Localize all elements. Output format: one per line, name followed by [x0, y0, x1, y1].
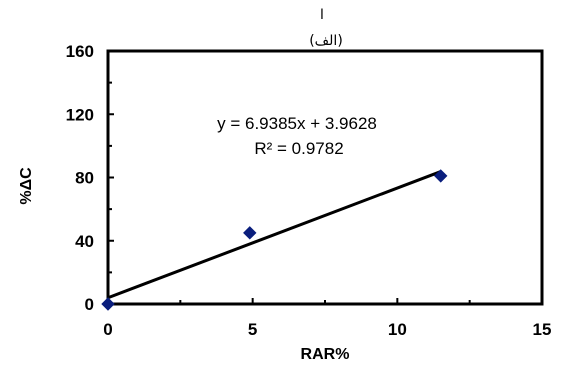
x-tick-label: 5	[248, 320, 257, 339]
x-axis-title: RAR%	[301, 346, 350, 363]
x-tick-label: 15	[533, 320, 552, 339]
x-tick-label: 10	[388, 320, 407, 339]
trendline	[107, 170, 442, 300]
y-tick-label: 40	[75, 232, 94, 251]
data-point	[434, 169, 448, 183]
y-axis-title: %ΔC	[18, 167, 35, 205]
y-tick-label: 0	[85, 295, 94, 314]
data-point	[243, 226, 257, 240]
panel-label: (الف)	[309, 33, 343, 49]
trendline-group	[107, 170, 442, 300]
x-tick-label: 0	[103, 320, 112, 339]
r-squared-label: R² = 0.9782	[254, 139, 343, 158]
data-point	[101, 297, 115, 311]
equation-label: y = 6.9385x + 3.9628	[217, 114, 377, 133]
top-mark: ا	[320, 7, 324, 23]
y-tick-label: 80	[75, 169, 94, 188]
plot-area	[106, 49, 544, 306]
data-points	[101, 169, 448, 311]
x-axis-ticks: 0 5 10 15	[103, 298, 551, 339]
y-tick-label: 160	[66, 42, 94, 61]
y-axis-ticks: 0 40 80 120 160	[66, 42, 114, 314]
y-tick-label: 120	[66, 105, 94, 124]
